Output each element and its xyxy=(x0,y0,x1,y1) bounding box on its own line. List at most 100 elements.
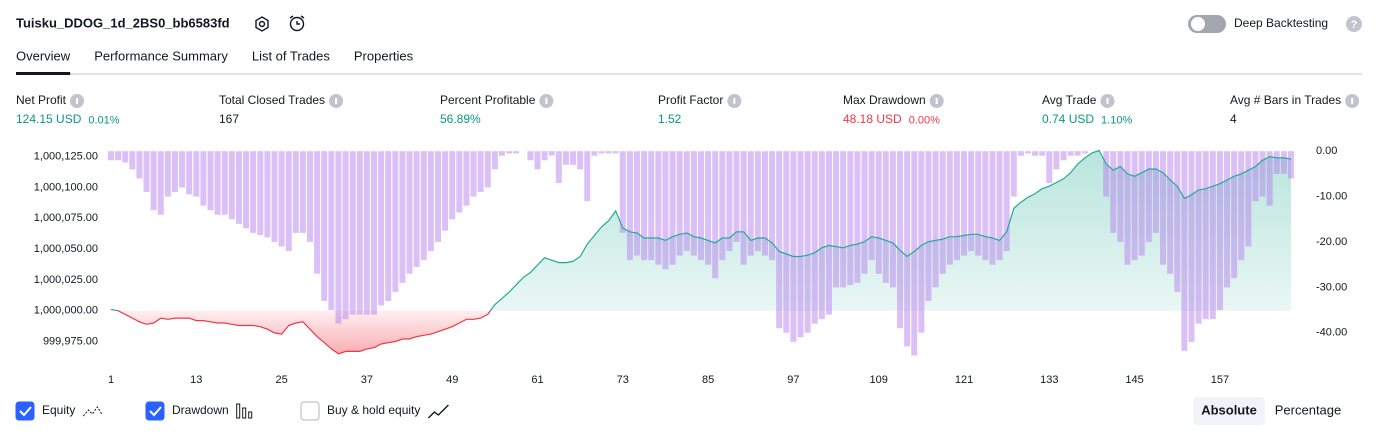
legend-checkbox[interactable] xyxy=(300,401,320,421)
info-icon-dot xyxy=(76,98,79,104)
drawdown-bar xyxy=(690,151,697,256)
drawdown-bar xyxy=(179,151,186,188)
drawdown-bar xyxy=(719,151,726,261)
drawdown-bar xyxy=(484,151,491,188)
drawdown-bar xyxy=(449,151,456,220)
view-button-label: Absolute xyxy=(1201,402,1257,417)
x-tick-label: 1 xyxy=(108,374,114,386)
info-icon-dot xyxy=(733,98,736,104)
drawdown-bar xyxy=(619,151,626,233)
drawdown-bar xyxy=(570,151,577,165)
drawdown-bar xyxy=(136,151,143,179)
drawdown-bar xyxy=(292,151,299,233)
drawdown-bar xyxy=(833,151,840,288)
drawdown-bar xyxy=(996,151,1003,261)
drawdown-bar xyxy=(491,151,498,170)
legend-checkbox[interactable] xyxy=(15,401,35,421)
view-button-label: Percentage xyxy=(1275,402,1342,417)
drawdown-bar xyxy=(470,151,477,197)
x-tick-label: 97 xyxy=(787,374,799,386)
drawdown-bar xyxy=(1110,151,1117,233)
metric-label: Percent Profitable xyxy=(440,93,536,107)
legend-checkbox[interactable] xyxy=(145,401,165,421)
drawdown-bar xyxy=(683,151,690,252)
y-tick-label: 1,000,075.00 xyxy=(34,212,98,224)
drawdown-bar xyxy=(285,151,292,252)
view-button[interactable] xyxy=(1193,397,1265,425)
metric-value: 4 xyxy=(1230,112,1237,126)
drawdown-bar xyxy=(477,151,484,193)
drawdown-bar xyxy=(498,151,505,156)
drawdown-bar xyxy=(1081,151,1088,154)
alert-icon[interactable] xyxy=(289,15,305,32)
drawdown-bar xyxy=(662,151,669,270)
drawdown-bar xyxy=(1017,151,1024,156)
metric-value: 124.15 USD xyxy=(16,112,82,126)
drawdown-bar xyxy=(1138,151,1145,256)
drawdown-bar xyxy=(605,151,612,154)
drawdown-bar xyxy=(925,151,932,301)
x-tick-label: 61 xyxy=(531,374,543,386)
tab[interactable]: Properties xyxy=(354,48,414,63)
drawdown-bar xyxy=(427,151,434,252)
tab[interactable]: List of Trades xyxy=(252,48,331,63)
drawdown-bar xyxy=(797,151,804,338)
drawdown-bar xyxy=(655,151,662,265)
drawdown-bar xyxy=(811,151,818,324)
metric-label: Max Drawdown xyxy=(843,93,926,107)
drawdown-bar xyxy=(1074,151,1081,156)
tab[interactable]: Overview xyxy=(16,48,71,63)
y-tick-label: 999,975.00 xyxy=(43,335,98,347)
drawdown-bar xyxy=(804,151,811,333)
drawdown-bar xyxy=(1216,151,1223,311)
drawdown-bar xyxy=(122,151,129,163)
drawdown-bar xyxy=(889,151,896,288)
drawdown-bar xyxy=(769,151,776,261)
drawdown-icon xyxy=(236,403,253,419)
metric-value: 167 xyxy=(219,112,239,126)
drawdown-bar xyxy=(676,151,683,256)
y2-tick-label: -10.00 xyxy=(1316,190,1347,202)
deep-backtesting-toggle[interactable] xyxy=(1188,15,1226,33)
settings-icon[interactable] xyxy=(255,16,269,32)
help-icon[interactable]: ? xyxy=(1346,16,1362,32)
tab[interactable]: Performance Summary xyxy=(94,48,228,63)
drawdown-bar xyxy=(698,151,704,261)
drawdown-bar xyxy=(1060,151,1067,161)
x-tick-label: 25 xyxy=(275,374,287,386)
active-tab-underline xyxy=(16,72,71,75)
drawdown-bar xyxy=(932,151,939,288)
drawdown-bar xyxy=(1231,151,1238,279)
x-tick-label: 73 xyxy=(617,374,629,386)
drawdown-bar xyxy=(939,151,946,274)
drawdown-bar xyxy=(186,151,193,195)
drawdown-bar xyxy=(790,151,797,342)
view-button[interactable] xyxy=(1266,397,1350,425)
metric-label: Avg # Bars in Trades xyxy=(1230,93,1341,107)
drawdown-bar xyxy=(854,151,861,283)
drawdown-bar xyxy=(1245,151,1252,247)
tabs: Overview Performance Summary List of Trade… xyxy=(16,48,414,75)
drawdown-bar xyxy=(321,151,328,301)
svg-text:?: ? xyxy=(1351,19,1358,31)
metric-label: Avg Trade xyxy=(1042,93,1097,107)
drawdown-bar xyxy=(626,151,633,261)
drawdown-bar xyxy=(946,151,953,265)
x-tick-label: 157 xyxy=(1211,374,1229,386)
legend-label: Equity xyxy=(42,403,75,417)
drawdown-bar xyxy=(314,151,321,274)
drawdown-bar xyxy=(1188,151,1195,342)
drawdown-bar xyxy=(1195,151,1202,324)
metric-value: 48.18 USD xyxy=(843,112,902,126)
drawdown-bar xyxy=(271,151,278,242)
drawdown-bar xyxy=(733,151,740,242)
metric-label: Total Closed Trades xyxy=(219,93,325,107)
drawdown-bar xyxy=(847,151,854,286)
x-tick-label: 145 xyxy=(1125,374,1143,386)
drawdown-bar xyxy=(399,151,406,283)
drawdown-bar xyxy=(904,151,911,347)
drawdown-bar xyxy=(349,151,356,315)
y2-tick-label: -30.00 xyxy=(1316,281,1347,293)
drawdown-bar xyxy=(299,151,306,233)
drawdown-bar xyxy=(1053,151,1060,170)
